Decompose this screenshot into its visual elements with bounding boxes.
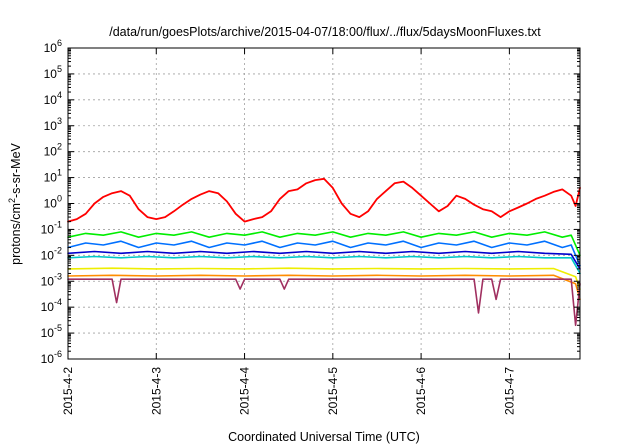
y-tick-label: 104 — [44, 90, 62, 107]
y-tick-label: 106 — [44, 38, 62, 55]
series-layer — [67, 177, 581, 327]
y-axis-label: protons/cm2-s-sr-MeV — [7, 142, 23, 264]
series-line-6 — [67, 267, 581, 290]
y-tick-label: 100 — [44, 194, 62, 211]
series-line-1 — [67, 177, 581, 223]
series-line-4 — [67, 255, 581, 275]
x-tick-label: 2015-4-4 — [238, 367, 252, 415]
x-tick-label: 2015-4-7 — [502, 367, 516, 415]
y-tick-labels: 10-6 10-5 10-4 10-3 10-2 10-1 100 101 102 103 104 1… — [41, 38, 62, 366]
series-line-7 — [67, 274, 581, 301]
y-tick-label: 10-6 — [41, 349, 62, 366]
y-tick-label: 105 — [44, 64, 62, 81]
y-tick-label: 10-2 — [41, 245, 62, 262]
y-tick-label: 10-1 — [41, 219, 62, 236]
series-line-2 — [67, 231, 581, 257]
x-tick-label: 2015-4-2 — [61, 367, 75, 415]
series-line-3 — [67, 240, 581, 267]
x-tick-label: 2015-4-6 — [414, 367, 428, 415]
x-tick-labels: 2015-4-2 2015-4-3 2015-4-4 2015-4-5 2015-4-6… — [61, 367, 516, 415]
grid — [68, 48, 580, 359]
y-axis-label-part: -s-sr-MeV — [9, 142, 23, 198]
y-axis-label-part: protons/cm — [9, 203, 23, 265]
y-tick-label: 10-3 — [41, 271, 62, 288]
x-tick-label: 2015-4-3 — [149, 367, 163, 415]
y-tick-label: 103 — [44, 116, 62, 133]
y-axis-label-exponent: 2 — [7, 198, 17, 203]
y-tick-label: 102 — [44, 142, 62, 159]
series-line-5 — [67, 250, 581, 270]
ticks — [67, 47, 580, 360]
chart-title: /data/run/goesPlots/archive/2015-04-07/1… — [109, 25, 541, 39]
y-tick-label: 101 — [44, 168, 62, 185]
y-tick-label: 10-5 — [41, 323, 62, 340]
x-tick-label: 2015-4-5 — [326, 367, 340, 415]
y-tick-label: 10-4 — [41, 297, 62, 314]
series-line-8 — [67, 278, 581, 327]
x-axis-label: Coordinated Universal Time (UTC) — [228, 430, 420, 444]
